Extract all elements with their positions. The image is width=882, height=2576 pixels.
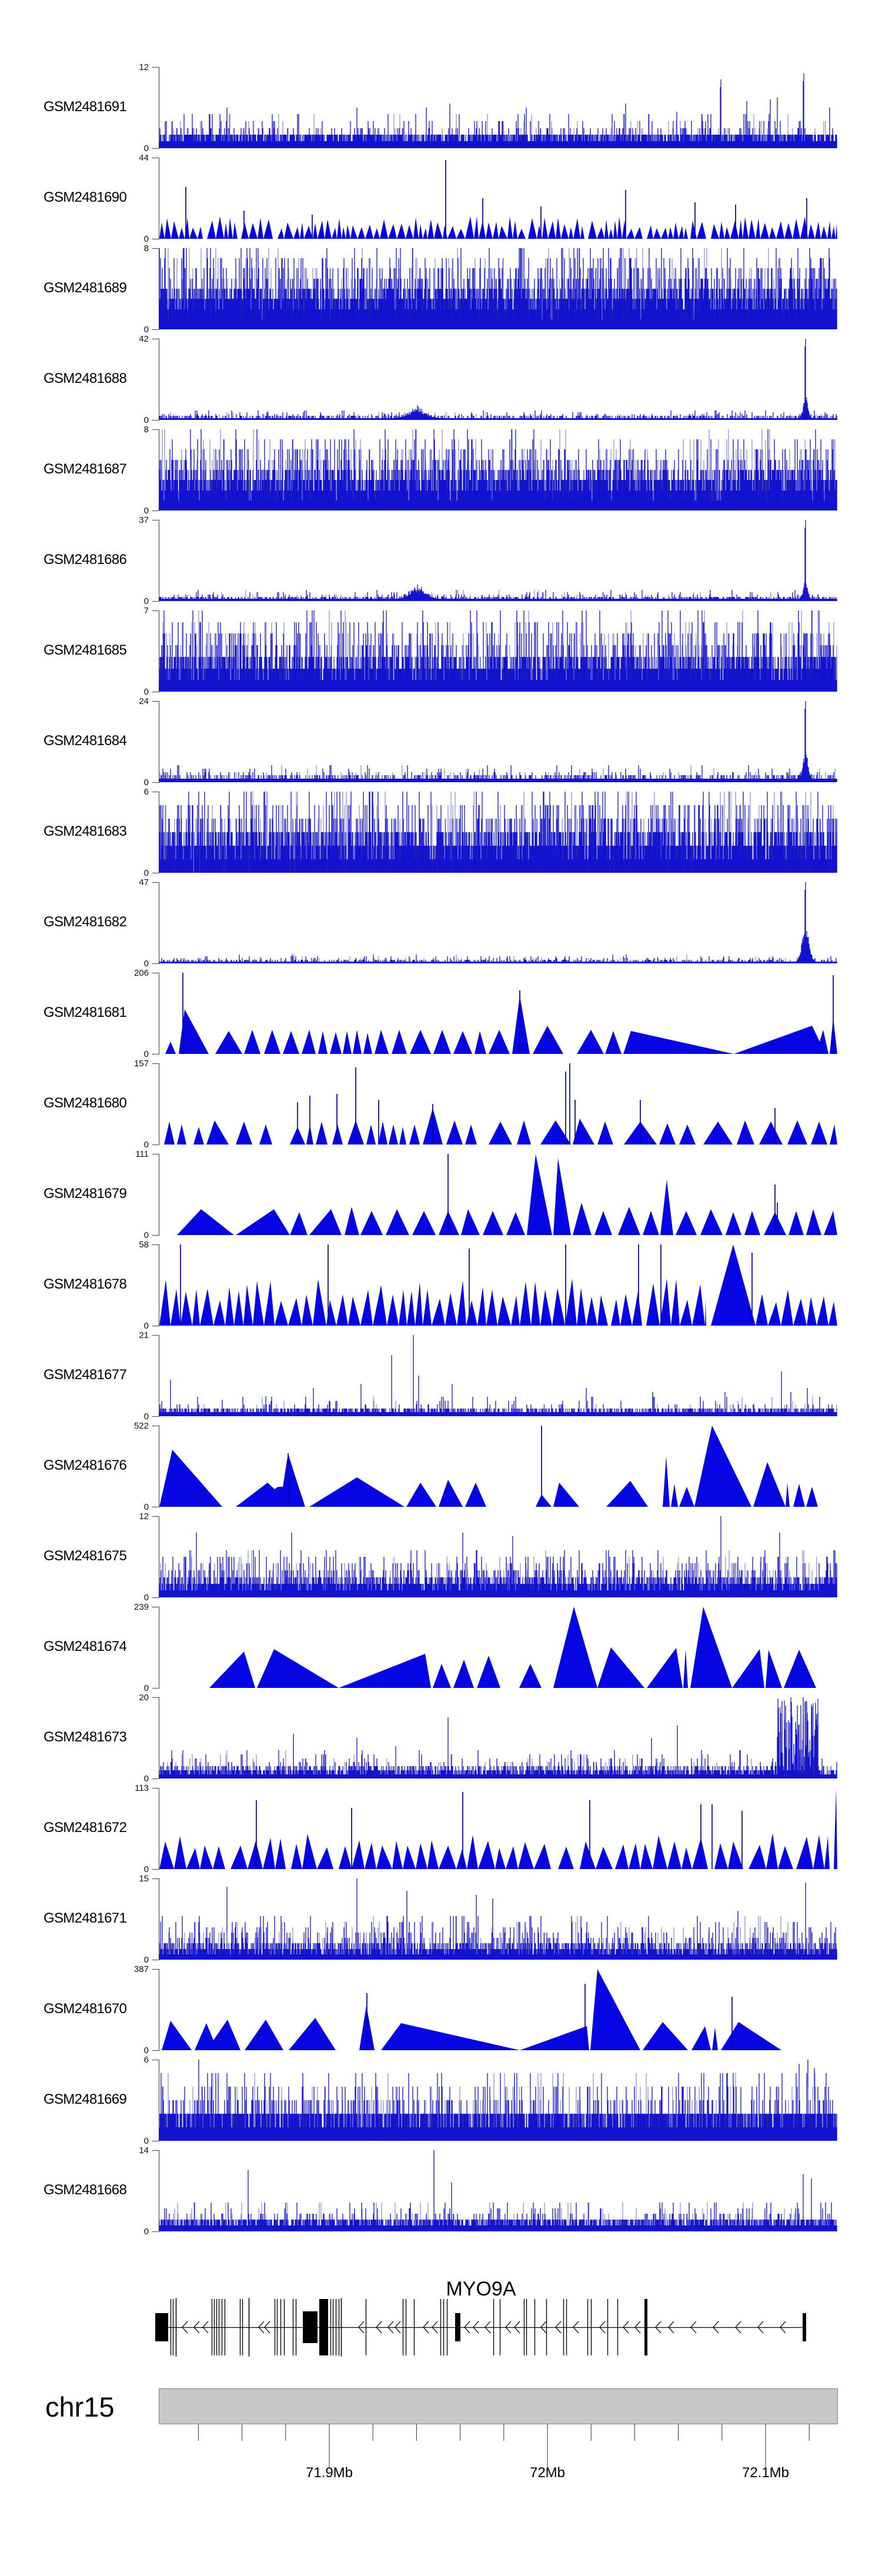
svg-text:GSM2481679: GSM2481679: [44, 1186, 126, 1202]
svg-text:0: 0: [144, 1955, 149, 1965]
svg-text:GSM2481676: GSM2481676: [44, 1457, 126, 1473]
svg-text:111: 111: [135, 1149, 149, 1159]
svg-text:GSM2481687: GSM2481687: [44, 461, 126, 477]
svg-text:GSM2481669: GSM2481669: [44, 2091, 126, 2107]
svg-text:0: 0: [144, 1683, 149, 1693]
svg-text:0: 0: [144, 868, 149, 878]
svg-text:0: 0: [144, 1140, 149, 1150]
svg-text:44: 44: [139, 153, 149, 163]
svg-text:GSM2481672: GSM2481672: [44, 1820, 126, 1836]
svg-text:0: 0: [144, 415, 149, 425]
svg-text:72Mb: 72Mb: [530, 2465, 565, 2481]
svg-text:113: 113: [135, 1783, 149, 1793]
svg-text:0: 0: [144, 1774, 149, 1784]
svg-text:12: 12: [139, 1511, 149, 1521]
svg-text:239: 239: [134, 1602, 149, 1612]
svg-text:522: 522: [134, 1421, 149, 1431]
svg-text:0: 0: [144, 1864, 149, 1874]
svg-text:GSM2481677: GSM2481677: [44, 1367, 126, 1383]
svg-text:GSM2481681: GSM2481681: [44, 1005, 126, 1020]
svg-text:15: 15: [139, 1874, 149, 1884]
svg-text:21: 21: [139, 1330, 149, 1340]
svg-text:37: 37: [139, 515, 149, 525]
svg-text:6: 6: [144, 787, 149, 797]
svg-text:0: 0: [144, 778, 149, 788]
svg-text:0: 0: [144, 1412, 149, 1422]
svg-text:GSM2481688: GSM2481688: [44, 371, 126, 386]
svg-text:0: 0: [144, 2227, 149, 2237]
svg-text:0: 0: [144, 506, 149, 516]
svg-text:6: 6: [144, 2055, 149, 2065]
svg-text:206: 206: [134, 968, 149, 978]
svg-text:GSM2481691: GSM2481691: [44, 99, 126, 115]
svg-text:GSM2481684: GSM2481684: [44, 733, 126, 749]
svg-text:0: 0: [144, 1321, 149, 1331]
svg-text:8: 8: [144, 425, 149, 435]
svg-text:GSM2481680: GSM2481680: [44, 1095, 126, 1111]
svg-text:GSM2481683: GSM2481683: [44, 823, 126, 839]
svg-text:7: 7: [144, 606, 149, 616]
svg-text:GSM2481678: GSM2481678: [44, 1276, 126, 1292]
svg-text:0: 0: [144, 959, 149, 969]
svg-text:71.9Mb: 71.9Mb: [306, 2465, 353, 2481]
svg-text:0: 0: [144, 144, 149, 154]
svg-text:12: 12: [139, 62, 149, 72]
svg-text:0: 0: [144, 1049, 149, 1059]
svg-text:0: 0: [144, 2136, 149, 2146]
svg-text:47: 47: [139, 877, 149, 887]
svg-text:GSM2481690: GSM2481690: [44, 189, 126, 205]
svg-text:58: 58: [139, 1240, 149, 1250]
svg-text:0: 0: [144, 234, 149, 244]
svg-text:72.1Mb: 72.1Mb: [742, 2465, 789, 2481]
svg-text:GSM2481671: GSM2481671: [44, 1910, 126, 1926]
svg-text:GSM2481682: GSM2481682: [44, 914, 126, 930]
svg-text:0: 0: [144, 2046, 149, 2056]
svg-text:42: 42: [139, 334, 149, 344]
svg-text:387: 387: [134, 1964, 149, 1974]
svg-text:14: 14: [139, 2145, 149, 2155]
svg-text:GSM2481675: GSM2481675: [44, 1548, 126, 1564]
svg-text:0: 0: [144, 1502, 149, 1512]
svg-text:GSM2481670: GSM2481670: [44, 2001, 126, 2017]
svg-text:GSM2481668: GSM2481668: [44, 2182, 126, 2198]
svg-text:GSM2481686: GSM2481686: [44, 552, 126, 568]
svg-text:157: 157: [134, 1059, 149, 1069]
svg-text:GSM2481685: GSM2481685: [44, 642, 126, 658]
svg-text:0: 0: [144, 1593, 149, 1603]
svg-text:0: 0: [144, 1230, 149, 1240]
svg-text:MYO9A: MYO9A: [446, 2278, 516, 2300]
svg-text:24: 24: [139, 696, 149, 706]
svg-text:0: 0: [144, 325, 149, 335]
svg-text:chr15: chr15: [45, 2391, 115, 2422]
svg-text:0: 0: [144, 687, 149, 697]
svg-text:GSM2481689: GSM2481689: [44, 280, 126, 296]
svg-text:20: 20: [139, 1693, 149, 1703]
svg-text:GSM2481674: GSM2481674: [44, 1639, 126, 1654]
svg-text:8: 8: [144, 243, 149, 253]
svg-text:0: 0: [144, 596, 149, 606]
svg-text:GSM2481673: GSM2481673: [44, 1729, 126, 1745]
